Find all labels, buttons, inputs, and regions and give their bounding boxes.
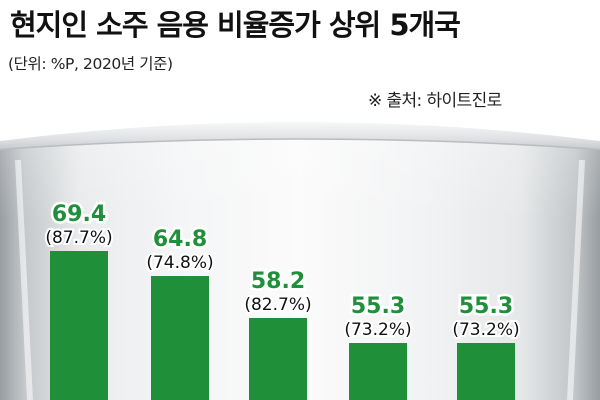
bar-1 (50, 251, 108, 400)
bar-value-label-1: 69.4 (52, 202, 106, 227)
bar-2 (151, 276, 209, 400)
bar-value-label-3: 58.2 (251, 269, 305, 294)
bar-percent-label-4: (73.2%) (344, 320, 411, 340)
bar-percent-label-3: (82.7%) (244, 295, 311, 315)
source-note: ※ 출처: 하이트진로 (368, 91, 502, 111)
bar-percent-label-2: (74.8%) (146, 253, 213, 273)
bar-value-label-5: 55.3 (459, 294, 513, 319)
bar-5 (457, 343, 515, 400)
bar-4 (349, 343, 407, 400)
bar-value-label-4: 55.3 (351, 294, 405, 319)
unit-subtitle: (단위: %P, 2020년 기준) (8, 55, 173, 73)
bar-percent-label-5: (73.2%) (452, 320, 519, 340)
bar-3 (249, 318, 307, 400)
bar-percent-label-1: (87.7%) (45, 228, 112, 248)
page-title: 현지인 소주 음용 비율증가 상위 5개국 (10, 8, 461, 42)
bar-value-label-2: 64.8 (153, 227, 207, 252)
